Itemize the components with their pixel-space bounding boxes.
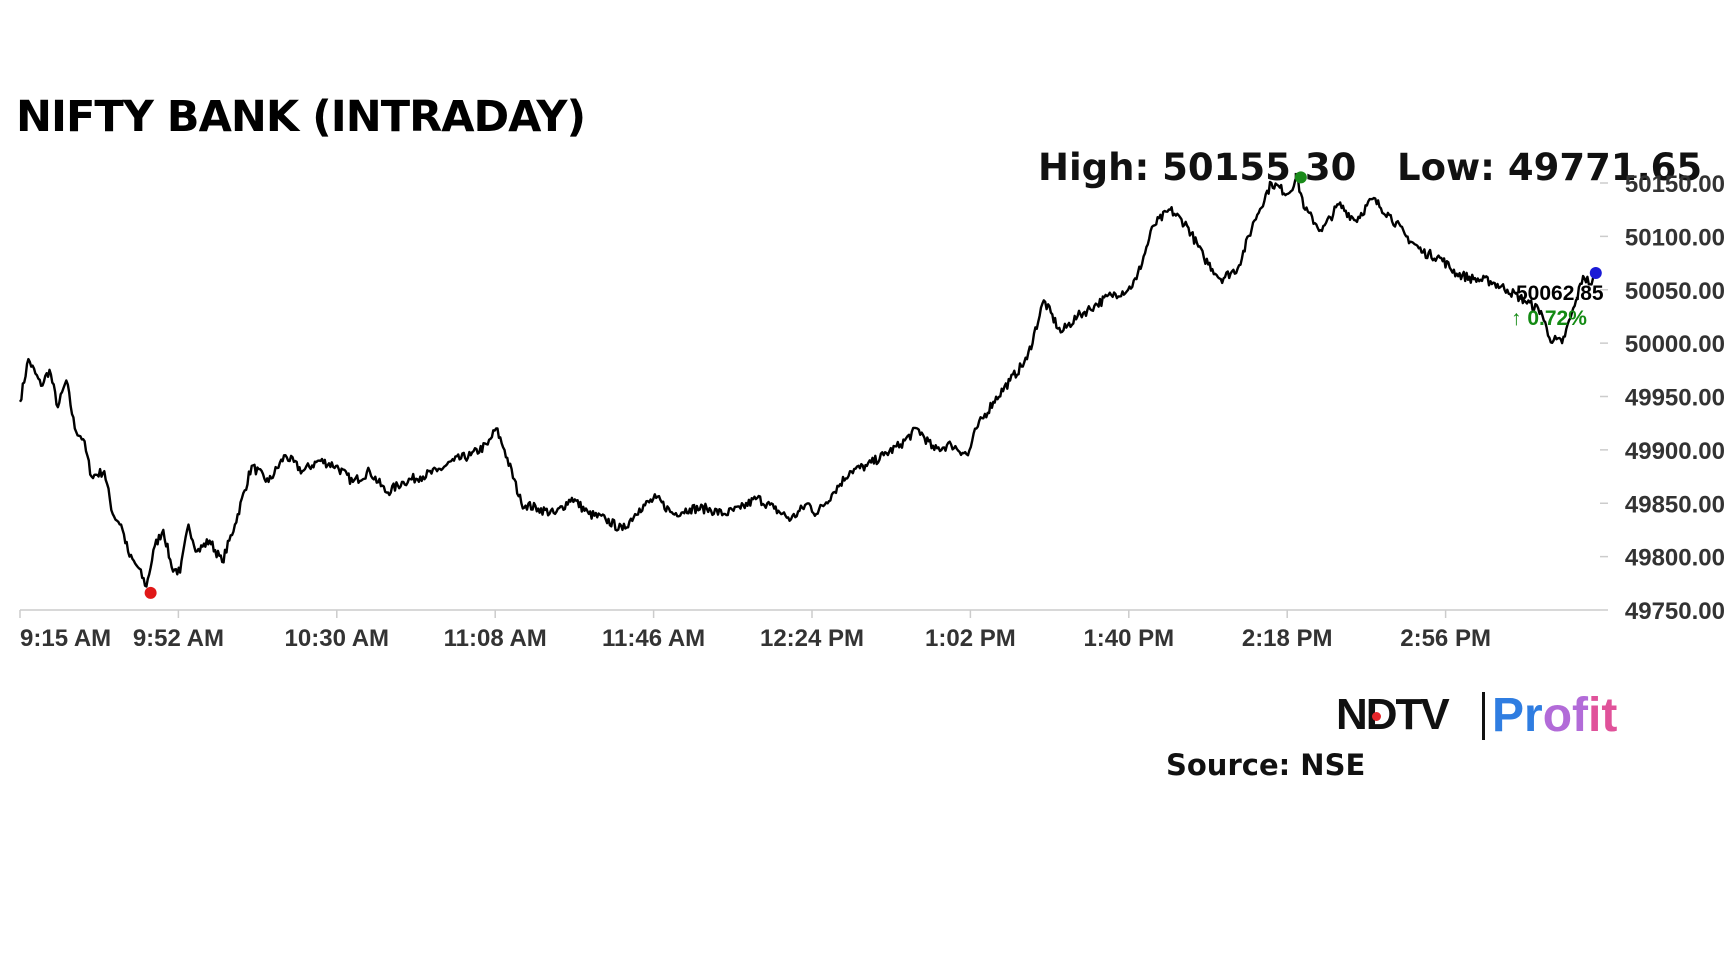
brand-profit-part: Pr	[1492, 689, 1543, 742]
y-tick-label: 50050.00	[1625, 278, 1725, 305]
ndtv-profit-logo: NDTV Profit	[1336, 688, 1636, 746]
x-tick-label: 12:24 PM	[760, 625, 864, 652]
y-tick-label: 50150.00	[1625, 171, 1725, 198]
brand-profit: Profit	[1492, 688, 1617, 743]
y-tick-label: 49950.00	[1625, 385, 1725, 412]
brand-ndtv: NDTV	[1336, 690, 1450, 739]
x-tick-label: 9:52 AM	[133, 625, 224, 652]
x-tick-label: 10:30 AM	[285, 625, 389, 652]
x-tick-label: 2:18 PM	[1242, 625, 1333, 652]
y-tick-label: 49850.00	[1625, 491, 1725, 518]
low-label: Low: 49771.65	[1397, 146, 1703, 189]
y-tick-label: 50000.00	[1625, 331, 1725, 358]
last-change-label: ↑ 0.72%	[1511, 307, 1587, 330]
chart-title: NIFTY BANK (INTRADAY)	[16, 92, 586, 142]
high-marker	[1294, 171, 1307, 184]
last-value-label: 50062.85	[1516, 282, 1604, 305]
y-tick-label: 49800.00	[1625, 545, 1725, 572]
y-tick-label: 50100.00	[1625, 224, 1725, 251]
x-tick-label: 1:40 PM	[1083, 625, 1174, 652]
brand-dot-icon	[1372, 712, 1381, 721]
x-tick-label: 2:56 PM	[1400, 625, 1491, 652]
last-value-marker	[1589, 267, 1602, 280]
nifty-bank-series-line	[18, 176, 1597, 588]
x-tick-label: 11:08 AM	[444, 625, 547, 652]
y-tick-label: 49900.00	[1625, 438, 1725, 465]
x-tick-label: 9:15 AM	[20, 625, 111, 652]
brand-profit-part: it	[1588, 689, 1618, 742]
x-tick-label: 11:46 AM	[602, 625, 705, 652]
low-marker	[144, 586, 157, 599]
brand-divider	[1482, 692, 1485, 740]
y-tick-label: 49750.00	[1625, 598, 1725, 625]
source-note: Source: NSE	[1166, 748, 1366, 782]
x-tick-label: 1:02 PM	[925, 625, 1016, 652]
brand-profit-part: of	[1542, 689, 1589, 742]
